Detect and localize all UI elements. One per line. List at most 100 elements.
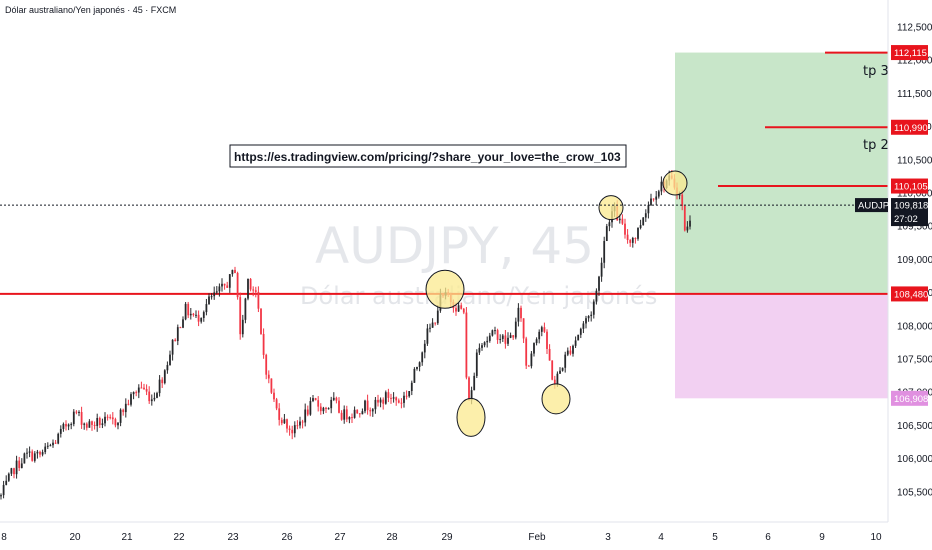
candle-body xyxy=(119,409,122,423)
candle-body xyxy=(210,296,213,298)
candle-body xyxy=(348,417,351,420)
candle-body xyxy=(18,460,21,469)
candle-body xyxy=(650,198,652,206)
candle-body xyxy=(130,394,132,405)
price-axis[interactable]: 105,500106,000106,500107,000107,500108,0… xyxy=(897,23,932,499)
candle-body xyxy=(566,350,569,355)
candle-body xyxy=(262,333,265,355)
candle-body xyxy=(231,269,234,275)
candle-body xyxy=(174,339,177,342)
candle-body xyxy=(239,297,242,335)
candle-body xyxy=(517,307,520,322)
candle-body xyxy=(241,319,244,335)
position-zones xyxy=(675,52,888,399)
candle-body xyxy=(205,304,208,313)
candle-body xyxy=(600,262,603,277)
candle-body xyxy=(473,375,476,391)
candle-body xyxy=(338,400,340,413)
candle-body xyxy=(507,337,509,344)
candle-body xyxy=(166,365,169,371)
candle-body xyxy=(358,413,361,415)
current-price-label: 109,818 xyxy=(894,201,928,212)
symbol-label: AUDJPY xyxy=(858,201,896,212)
level-price-label: 110,105 xyxy=(894,182,928,193)
candle-body xyxy=(148,391,151,402)
candle-body xyxy=(642,217,645,226)
candle-body xyxy=(36,451,39,454)
candle-body xyxy=(249,279,252,290)
candle-body xyxy=(195,314,197,316)
symbol-badge xyxy=(855,198,888,213)
candle-body xyxy=(171,339,174,355)
candle-body xyxy=(70,424,73,426)
candle-body xyxy=(26,452,28,454)
candle-body xyxy=(0,495,2,497)
candle-body xyxy=(41,452,44,455)
candle-body xyxy=(387,392,390,398)
candle-body xyxy=(111,417,114,420)
candle-body xyxy=(330,399,333,409)
candle-body xyxy=(478,347,481,353)
candle-body xyxy=(657,191,660,197)
candle-body xyxy=(559,370,561,374)
candles xyxy=(0,170,691,500)
candle-body xyxy=(548,348,551,361)
url-annotation[interactable]: https://es.tradingview.com/pricing/?shar… xyxy=(229,144,627,168)
candle-body xyxy=(455,308,457,312)
candle-body xyxy=(413,368,416,383)
candle-body xyxy=(132,392,135,395)
price-tick-label: 110,500 xyxy=(897,155,932,166)
candle-body xyxy=(343,409,346,420)
time-axis[interactable]: 8 20 21 22 23 26 27 28 29 Feb 3 4 5 6 9 10 xyxy=(1,532,882,543)
candle-body xyxy=(426,328,429,344)
candle-body xyxy=(405,395,408,397)
candle-body xyxy=(683,205,686,231)
candle-body xyxy=(364,400,366,412)
candle-body xyxy=(13,468,15,475)
candle-body xyxy=(605,226,608,242)
candle-body xyxy=(592,301,595,315)
candle-body xyxy=(379,399,382,403)
candle-body xyxy=(184,303,187,320)
candle-body xyxy=(228,274,231,288)
candle-body xyxy=(293,425,296,434)
candle-body xyxy=(475,352,478,376)
watermark-name: Dólar australiano/Yen japonés xyxy=(300,282,657,310)
candle-body xyxy=(124,403,127,413)
candle-body xyxy=(267,374,270,379)
candle-body xyxy=(93,424,96,427)
candle-body xyxy=(556,373,559,385)
candle-body xyxy=(403,395,405,403)
candle-body xyxy=(106,416,109,418)
candle-body xyxy=(145,388,148,392)
candle-body xyxy=(218,286,221,292)
candle-body xyxy=(608,222,611,227)
candle-body xyxy=(655,196,658,200)
candle-body xyxy=(234,269,236,273)
candle-body xyxy=(390,397,392,399)
candle-body xyxy=(187,303,190,316)
candle-body xyxy=(280,419,283,424)
candle-body xyxy=(244,298,247,320)
candle-body xyxy=(621,218,624,224)
candle-body xyxy=(681,194,684,206)
watermark-symbol: AUDJPY, 45 xyxy=(315,217,594,275)
candle-body xyxy=(327,408,330,410)
candle-body xyxy=(598,276,600,291)
candle-body xyxy=(356,409,359,414)
candle-body xyxy=(660,181,663,192)
candle-body xyxy=(587,316,590,319)
candle-body xyxy=(639,225,642,228)
candle-body xyxy=(28,451,31,453)
candle-body xyxy=(631,238,634,243)
level-price-badge xyxy=(891,286,928,302)
candle-body xyxy=(647,205,650,214)
price-tick-label: 109,000 xyxy=(897,255,932,266)
level-price-badge xyxy=(891,45,928,61)
candle-body xyxy=(254,290,257,292)
candle-body xyxy=(374,399,377,410)
candle-body xyxy=(288,428,291,430)
candle-body xyxy=(257,291,260,309)
candle-body xyxy=(423,343,426,353)
